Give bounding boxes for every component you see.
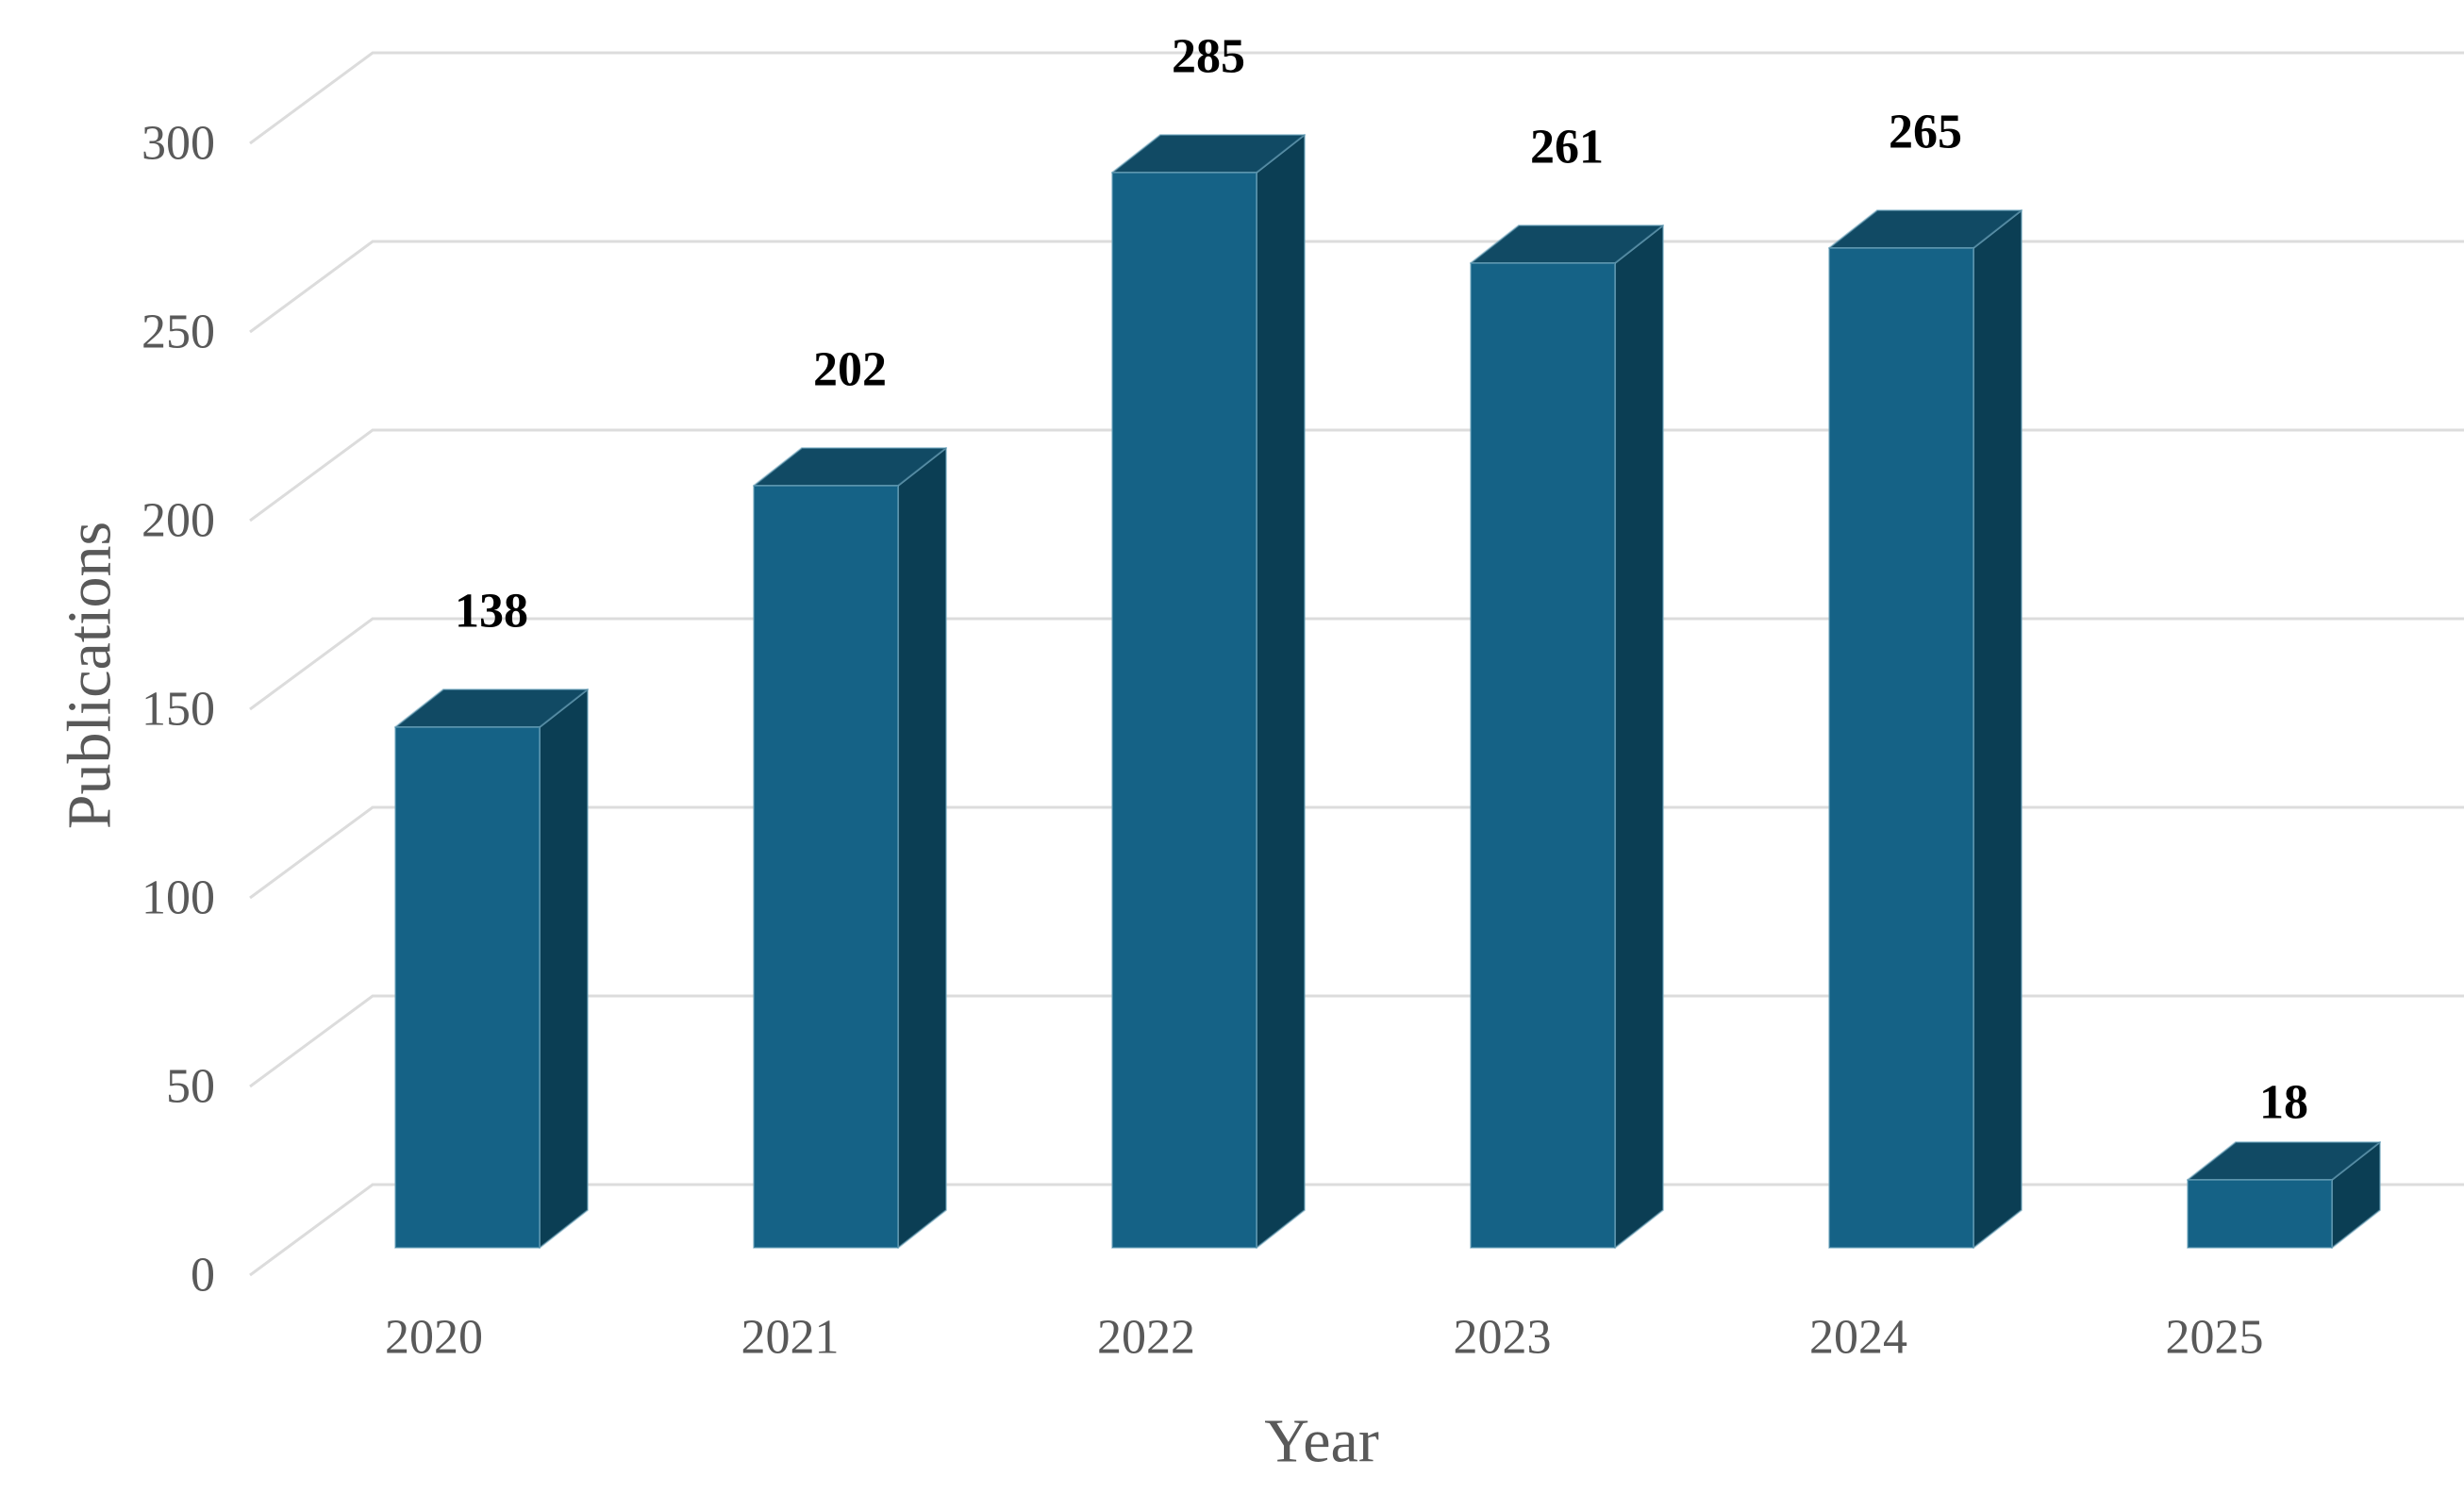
gridline — [249, 1183, 2464, 1277]
x-tick-label: 2022 — [1097, 1311, 1195, 1365]
gridline — [249, 617, 2464, 711]
bar-2022 — [1111, 134, 1306, 1249]
bar-front-face — [2187, 1179, 2333, 1249]
bar-2023 — [1470, 224, 1664, 1249]
x-axis-tick-labels: 2020 2021 2022 2023 2024 2025 — [385, 1311, 2264, 1365]
data-label: 138 — [455, 585, 528, 639]
bars-layer — [394, 134, 2381, 1249]
bar-2021 — [753, 447, 947, 1249]
gridline — [249, 805, 2464, 900]
data-labels-layer: 138 202 285 261 265 18 — [455, 30, 2308, 1130]
gridline — [249, 428, 2464, 523]
y-axis-title: Publications — [56, 522, 125, 829]
bar-2020 — [394, 688, 589, 1249]
gridline — [249, 51, 2464, 145]
bar-side-face — [1614, 224, 1664, 1249]
bar-front-face — [394, 726, 541, 1249]
data-label: 261 — [1530, 121, 1604, 174]
bar-front-face — [753, 485, 899, 1249]
y-tick-label: 50 — [166, 1060, 215, 1114]
y-axis-tick-labels: 0 50 100 150 200 250 300 — [142, 117, 215, 1302]
x-tick-label: 2021 — [741, 1311, 840, 1365]
bar-side-face — [1256, 134, 1306, 1249]
y-tick-label: 0 — [191, 1249, 215, 1302]
y-tick-label: 200 — [142, 494, 215, 548]
y-tick-label: 150 — [142, 683, 215, 737]
x-tick-label: 2020 — [385, 1311, 483, 1365]
x-tick-label: 2024 — [1809, 1311, 1907, 1365]
bar-side-face — [1973, 209, 2023, 1249]
y-tick-label: 100 — [142, 871, 215, 925]
data-label: 285 — [1172, 30, 1245, 84]
publications-by-year-3d-bar-chart: 0 50 100 150 200 250 300 2020 2021 2022 2023 2024 2… — [38, 15, 2464, 1478]
gridline — [249, 994, 2464, 1088]
data-label: 18 — [2259, 1076, 2308, 1130]
x-tick-label: 2023 — [1454, 1311, 1552, 1365]
gridlines-layer — [249, 51, 2464, 1277]
bar-2025 — [2187, 1141, 2381, 1249]
gridline — [249, 240, 2464, 334]
bar-side-face — [897, 447, 947, 1249]
bar-front-face — [1828, 247, 1974, 1249]
y-tick-label: 250 — [142, 306, 215, 359]
bar-side-face — [539, 688, 589, 1249]
x-axis-title: Year — [1264, 1407, 1379, 1476]
data-label: 265 — [1889, 106, 1962, 159]
data-label: 202 — [813, 343, 887, 397]
bar-front-face — [1470, 262, 1616, 1249]
y-tick-label: 300 — [142, 117, 215, 171]
bar-2024 — [1828, 209, 2023, 1249]
bar-front-face — [1111, 172, 1257, 1249]
x-tick-label: 2025 — [2166, 1311, 2264, 1365]
